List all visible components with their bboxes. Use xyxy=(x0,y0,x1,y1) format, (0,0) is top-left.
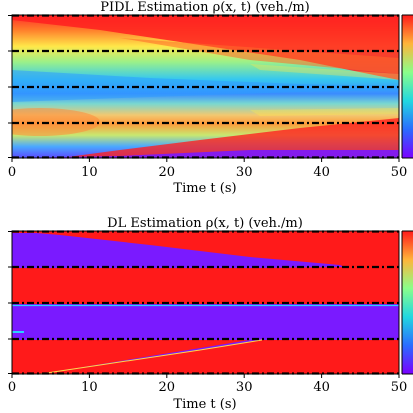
pidl-x-tick-labels: 0 10 20 30 40 50 xyxy=(8,165,407,180)
dl-x-tick-label: 0 xyxy=(8,380,16,395)
pidl-heatmap xyxy=(12,15,399,158)
dl-x-tick-label: 50 xyxy=(391,380,408,395)
pidl-x-axis-label: Time t (s) xyxy=(173,181,236,196)
pidl-title: PIDL Estimation ρ(x, t) (veh./m) xyxy=(100,0,310,15)
dl-colorbar xyxy=(402,231,413,374)
pidl-x-tick-label: 50 xyxy=(391,165,408,180)
dl-x-tick-label: 30 xyxy=(236,380,253,395)
pidl-x-tick-label: 20 xyxy=(159,165,176,180)
dl-x-tick-label: 40 xyxy=(313,380,330,395)
dl-x-tick-labels: 0 10 20 30 40 50 xyxy=(8,380,407,395)
pidl-x-tick-label: 0 xyxy=(8,165,16,180)
dl-x-axis-label: Time t (s) xyxy=(173,397,236,412)
dl-panel: DL Estimation ρ(x, t) (veh./m) xyxy=(8,216,413,412)
pidl-x-ticks xyxy=(11,158,400,162)
pidl-x-tick-label: 40 xyxy=(313,165,330,180)
pidl-panel: PIDL Estimation ρ(x, t) (veh./m) xyxy=(8,0,413,196)
pidl-y-ticks xyxy=(8,15,12,158)
pidl-colorbar xyxy=(402,15,413,158)
dl-x-tick-label: 10 xyxy=(81,380,98,395)
dl-title: DL Estimation ρ(x, t) (veh./m) xyxy=(107,216,303,231)
dl-x-ticks xyxy=(11,374,400,378)
dl-y-ticks xyxy=(8,231,12,374)
dl-x-tick-label: 20 xyxy=(159,380,176,395)
pidl-x-tick-label: 30 xyxy=(236,165,253,180)
pidl-x-tick-label: 10 xyxy=(81,165,98,180)
dl-heatmap xyxy=(12,231,399,374)
